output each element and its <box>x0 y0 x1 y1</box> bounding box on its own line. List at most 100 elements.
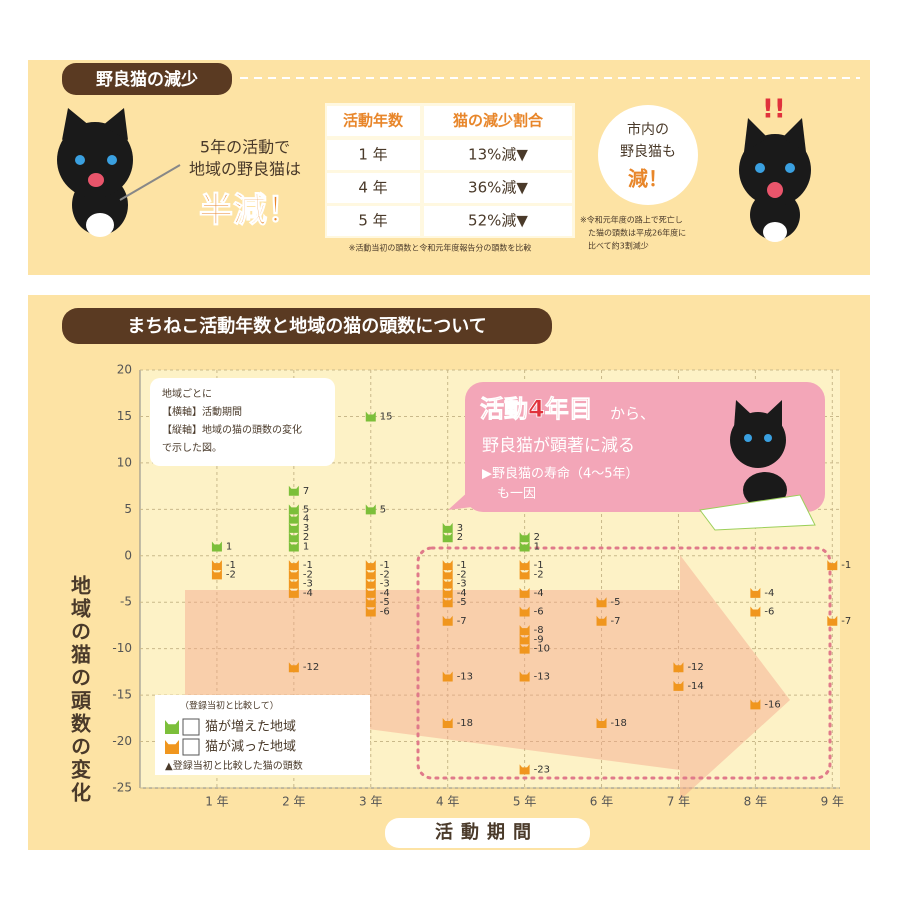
cat-marker <box>519 606 530 617</box>
legend-label: 猫が増えた地域 <box>205 720 296 735</box>
data-label: -1 <box>534 560 544 571</box>
cat-marker <box>827 560 838 571</box>
y-axis-title: 地域の猫の頭数の変化 <box>68 575 92 805</box>
title-badge <box>62 63 232 95</box>
y-tick-label: -15 <box>112 688 132 702</box>
table <box>325 103 575 238</box>
headline: 半減！ <box>199 191 301 231</box>
legend-title: （登録当初と比較して） <box>180 700 279 712</box>
data-label: -4 <box>534 588 544 599</box>
legend-marker <box>165 740 179 754</box>
trend-arrow <box>185 555 790 800</box>
data-label: -5 <box>611 597 621 608</box>
data-label: 1 <box>303 541 309 552</box>
y-tick-label: 15 <box>117 409 132 423</box>
data-label: 5 <box>380 504 386 515</box>
data-label: -12 <box>687 662 703 673</box>
cat-marker <box>442 717 453 728</box>
data-label: -3 <box>303 579 313 590</box>
table-cell: 13%減▼ <box>468 146 528 164</box>
data-label: -1 <box>380 560 390 571</box>
data-label: -16 <box>764 699 780 710</box>
y-tick-label: 0 <box>124 548 132 562</box>
cat-marker <box>673 680 684 691</box>
table-cell: 52%減▼ <box>468 212 528 230</box>
cat-marker <box>442 569 453 580</box>
data-label: 2 <box>457 532 463 543</box>
table-note: ※活動当初の頭数と令和元年度報告分の頭数を比較 <box>349 243 532 253</box>
cat-marker <box>519 541 530 552</box>
legend-box-icon <box>182 718 200 736</box>
y-tick-label: 20 <box>117 363 132 377</box>
data-label: 15 <box>380 411 393 422</box>
summary-title: 野良猫の減少 <box>96 69 198 90</box>
chart-title: まちねこ活動年数と地域の猫の頭数について <box>127 315 486 337</box>
cat-marker <box>750 606 761 617</box>
data-label: -1 <box>226 560 236 571</box>
data-label: 3 <box>303 523 309 534</box>
cat-marker <box>211 541 222 552</box>
side-note: 比べて約3割減少 <box>588 241 649 251</box>
data-label: -12 <box>303 662 319 673</box>
note-text: 【横軸】活動期間 <box>162 405 242 418</box>
note-text: 地域ごとに <box>162 387 212 400</box>
cat-marker <box>596 615 607 626</box>
table-header: 猫の減少割合 <box>453 112 544 130</box>
y-tick-label: 5 <box>124 502 132 516</box>
x-tick-label: 2 年 <box>282 795 305 809</box>
legend-note: ▲登録当初と比較した猫の頭数 <box>165 759 303 772</box>
cat-marker <box>442 671 453 682</box>
data-label: -7 <box>457 616 467 627</box>
y-tick-label: -20 <box>112 734 132 748</box>
data-label: -14 <box>687 681 703 692</box>
cat-marker <box>365 597 376 608</box>
y-tick-label: 10 <box>117 455 132 469</box>
lead-text: 地域の野良猫は <box>189 160 301 179</box>
data-label: -18 <box>611 718 627 729</box>
x-tick-label: 3 年 <box>359 795 382 809</box>
data-label: 2 <box>303 532 309 543</box>
lead-text: 5年の活動で <box>200 138 290 157</box>
cat-marker <box>442 615 453 626</box>
x-tick-label: 7 年 <box>667 795 690 809</box>
cat-marker <box>288 513 299 524</box>
cat-marker <box>596 717 607 728</box>
cat-marker <box>211 569 222 580</box>
cat-marker <box>288 578 299 589</box>
cat-marker <box>519 569 530 580</box>
cat-marker <box>288 560 299 571</box>
cat-marker <box>211 560 222 571</box>
data-label: -5 <box>457 597 467 608</box>
table-cell: 5 年 <box>358 212 387 230</box>
data-label: -2 <box>303 569 313 580</box>
cat-marker <box>365 569 376 580</box>
data-label: -2 <box>534 569 544 580</box>
data-label: 1 <box>534 541 540 552</box>
data-label: -9 <box>534 634 544 645</box>
cat-marker <box>519 560 530 571</box>
data-label: -2 <box>380 569 390 580</box>
cat-illustration <box>699 400 816 531</box>
data-label: -6 <box>534 607 544 618</box>
legend-marker <box>165 720 179 734</box>
data-label: -1 <box>841 560 851 571</box>
data-label: -23 <box>534 764 550 775</box>
cat-marker <box>442 587 453 598</box>
cat-marker <box>519 764 530 775</box>
table-cell: 1 年 <box>358 146 387 164</box>
data-label: -1 <box>303 560 313 571</box>
highlight-box <box>416 546 832 780</box>
x-tick-label: 1 年 <box>205 795 228 809</box>
cat-marker <box>519 625 530 636</box>
note-text: 【縦軸】地域の猫の頭数の変化 <box>162 423 302 436</box>
data-label: -13 <box>457 672 473 683</box>
callout-text: から、 <box>610 405 655 423</box>
data-label: -6 <box>380 607 390 618</box>
bubble-text: 野良猫も <box>620 144 676 160</box>
cat-marker <box>442 560 453 571</box>
side-note: た猫の頭数は平成26年度に <box>588 228 686 238</box>
data-label: -6 <box>764 607 774 618</box>
data-label: -4 <box>303 588 313 599</box>
